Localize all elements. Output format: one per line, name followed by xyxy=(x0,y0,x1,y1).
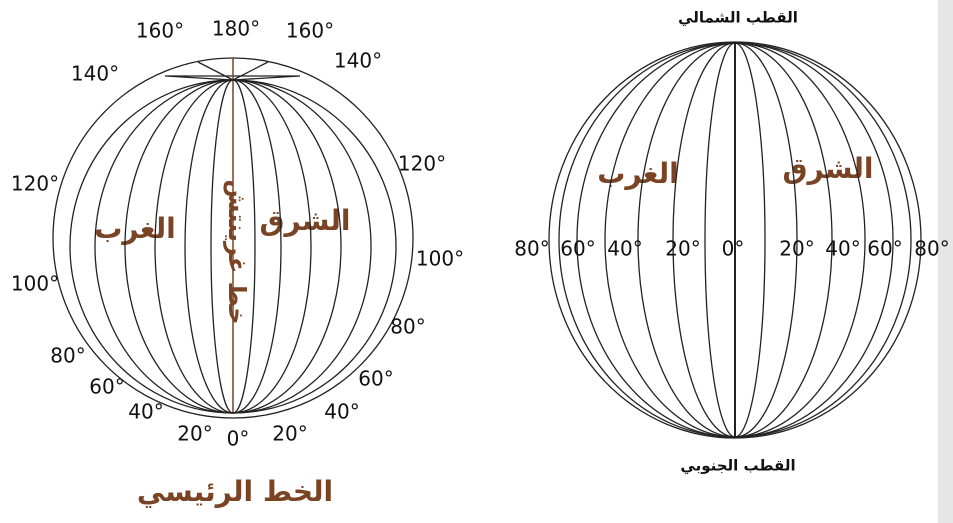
degree-label: 60° xyxy=(867,237,902,261)
degree-label: 0° xyxy=(227,427,250,451)
degree-label: 60° xyxy=(358,367,393,391)
west-label: الغرب xyxy=(597,157,678,190)
diagram: الغرب الشرق خط غرينتش الخط الرئيسي 160°1… xyxy=(0,0,953,523)
degree-label: 120° xyxy=(398,152,446,176)
right-globe: القطب الشمالي القطب الجنوبي الغرب الشرق … xyxy=(514,9,949,475)
degree-label: 60° xyxy=(560,237,595,261)
degree-label: 140° xyxy=(71,62,119,86)
page-edge xyxy=(938,0,953,523)
degree-label: 100° xyxy=(416,247,464,271)
degree-label: 80° xyxy=(50,344,85,368)
degree-label: 20° xyxy=(177,422,212,446)
left-globe: الغرب الشرق خط غرينتش الخط الرئيسي 160°1… xyxy=(11,17,464,509)
west-label: الغرب xyxy=(94,212,175,245)
degree-label: 20° xyxy=(665,237,700,261)
degree-label: 20° xyxy=(272,422,307,446)
degree-label: 80° xyxy=(914,237,949,261)
degree-label: 60° xyxy=(89,375,124,399)
caption: الخط الرئيسي xyxy=(137,475,333,508)
east-label: الشرق xyxy=(259,204,350,237)
degree-label: 0° xyxy=(722,237,745,261)
degree-label: 120° xyxy=(11,172,59,196)
degree-label: 40° xyxy=(607,237,642,261)
north-pole-label: القطب الشمالي xyxy=(678,9,798,27)
south-pole-label: القطب الجنوبي xyxy=(680,457,795,475)
degree-label: 140° xyxy=(334,49,382,73)
degree-label: 40° xyxy=(128,400,163,424)
meridian-label: خط غرينتش xyxy=(223,179,251,324)
degree-label: 80° xyxy=(390,315,425,339)
degree-label: 160° xyxy=(136,19,184,43)
degree-label: 20° xyxy=(779,237,814,261)
degree-label: 160° xyxy=(286,19,334,43)
degree-label: 80° xyxy=(514,237,549,261)
degree-label: 40° xyxy=(324,400,359,424)
degree-label: 180° xyxy=(212,17,260,41)
degree-label: 40° xyxy=(825,237,860,261)
degree-label: 100° xyxy=(11,272,59,296)
